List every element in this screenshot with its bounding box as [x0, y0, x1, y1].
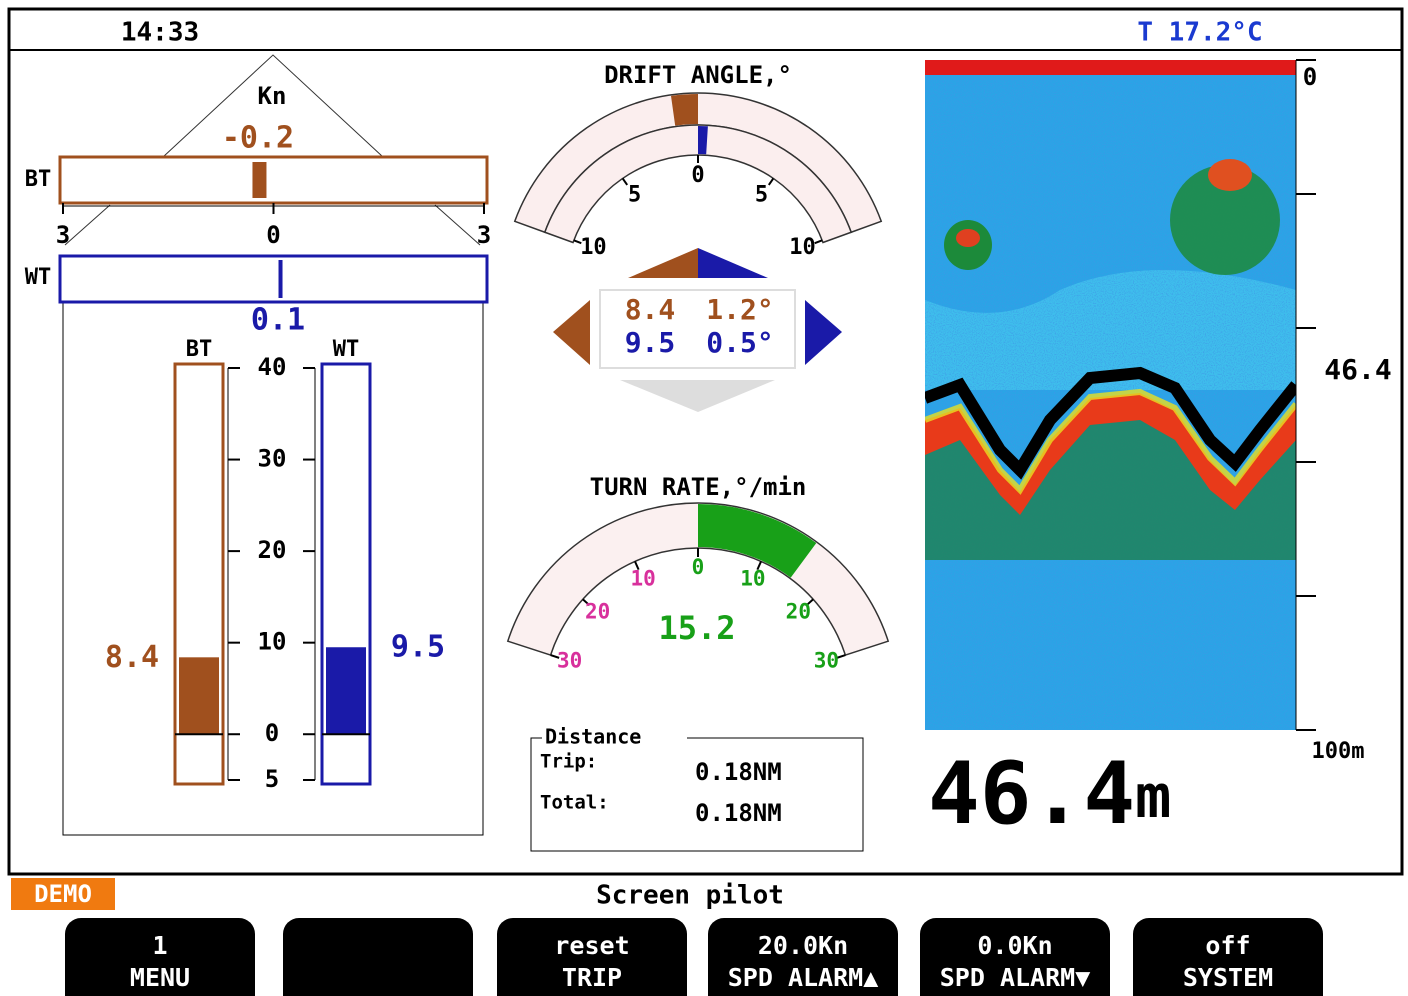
turn-tick-label: 0: [692, 555, 705, 579]
surface: [925, 60, 1296, 75]
softkey-label[interactable]: MENU: [130, 963, 190, 992]
drift-tick-label: 0: [691, 163, 704, 188]
screen-title: Screen pilot: [596, 881, 784, 911]
softkey-label[interactable]: SPD ALARM▼: [940, 963, 1091, 992]
turn-tick-label: 10: [630, 567, 655, 591]
distance-title: Distance: [545, 725, 641, 749]
fish: [1208, 159, 1252, 191]
bt-drift-marker: [671, 94, 698, 126]
turn-tick-label: 10: [740, 567, 765, 591]
wt-speed: 9.5: [625, 326, 676, 359]
y-tick-label: 40: [258, 353, 287, 381]
screen: 14:33 T 17.2°C Kn 8.4 1.2° 9.5 0.5° Dist…: [0, 0, 1408, 996]
drift-title: DRIFT ANGLE,°: [604, 61, 792, 89]
x-tick-label: 3: [477, 221, 491, 249]
wt-lateral-value: 0.1: [251, 303, 305, 338]
trip-value: 0.18NM: [695, 758, 782, 786]
bar-title: BT: [186, 337, 213, 362]
x-tick-label: 3: [56, 221, 70, 249]
bt-lateral-marker: [252, 162, 266, 198]
wt-lateral-marker: [279, 260, 283, 298]
drift-tick-label: 10: [580, 235, 607, 260]
wt-angle: 0.5°: [706, 326, 773, 359]
turn-rate-value: 15.2: [658, 609, 735, 647]
depth-bottom-label: 100m: [1312, 739, 1365, 764]
softkey-value[interactable]: reset: [554, 931, 629, 960]
turn-tick-label: 30: [814, 648, 839, 672]
y-tick-label: 5: [265, 765, 279, 793]
depth-value: 46.4: [928, 744, 1135, 844]
echogram: [925, 60, 1296, 730]
turn-title: TURN RATE,°/min: [590, 473, 807, 501]
depth-top-label: 0: [1303, 63, 1317, 91]
softkey[interactable]: [283, 918, 473, 996]
bt-lateral-frame: [60, 157, 487, 203]
bar-value: 9.5: [391, 630, 445, 665]
water-temperature: T 17.2°C: [1137, 18, 1262, 48]
drift-tick-label: 5: [628, 183, 641, 208]
turn-tick-label: 30: [557, 648, 582, 672]
wt-lateral-frame: [60, 256, 487, 302]
mode: DEMO: [34, 880, 92, 908]
speed-bar: [326, 647, 366, 734]
drift-tick-label: 10: [789, 235, 816, 260]
turn-tick-label: 20: [786, 600, 811, 624]
fish: [956, 229, 980, 247]
unit: Kn: [258, 82, 287, 110]
bar-title: WT: [333, 337, 360, 362]
wt-drift-marker: [698, 126, 708, 154]
total-value: 0.18NM: [695, 799, 782, 827]
softkey-value[interactable]: 1: [152, 931, 167, 960]
softkey-label[interactable]: SYSTEM: [1183, 963, 1273, 992]
depth-readout: 46.4m: [928, 744, 1171, 844]
clock: 14:33: [121, 18, 199, 48]
bt-label: BT: [25, 167, 52, 192]
speed-bar: [179, 657, 219, 734]
x-tick-label: 0: [266, 221, 280, 249]
y-tick-label: 0: [265, 719, 279, 747]
softkey-value[interactable]: 0.0Kn: [977, 931, 1052, 960]
softkey-label[interactable]: SPD ALARM▲: [728, 963, 879, 992]
bt-angle: 1.2°: [706, 293, 773, 326]
softkey-value[interactable]: off: [1205, 931, 1250, 960]
bt-speed: 8.4: [625, 293, 676, 326]
y-tick-label: 20: [258, 536, 287, 564]
depth-marker: 46.4: [1324, 353, 1391, 386]
total-label: Total:: [540, 792, 609, 814]
drift-tick-label: 5: [755, 183, 768, 208]
softkey-value[interactable]: 20.0Kn: [758, 931, 848, 960]
bt-lateral-value: -0.2: [222, 121, 294, 156]
depth-unit: m: [1135, 762, 1171, 832]
softkey-label[interactable]: TRIP: [562, 963, 622, 992]
bar-value: 8.4: [105, 640, 159, 675]
trip-label: Trip:: [540, 751, 597, 773]
y-tick-label: 30: [258, 445, 287, 473]
wt-label: WT: [25, 265, 52, 290]
turn-tick-label: 20: [585, 600, 610, 624]
y-tick-label: 10: [258, 628, 287, 656]
